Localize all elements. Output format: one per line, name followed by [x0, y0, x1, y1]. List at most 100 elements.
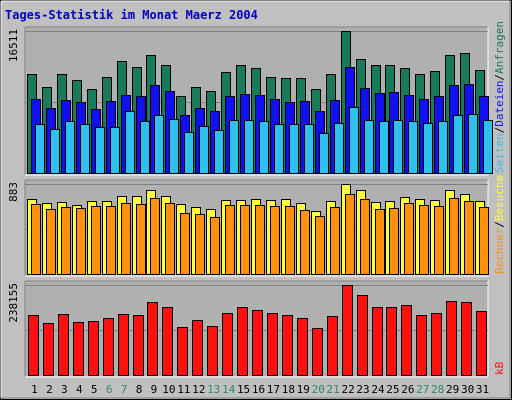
- bar-kb-day-28: [431, 313, 442, 376]
- legend-besuche: Besuche: [493, 175, 506, 221]
- bar-kb-day-29: [446, 301, 457, 376]
- bar-rechner-day-15: [240, 205, 250, 275]
- bar-kb-day-26: [401, 305, 412, 376]
- day-label-20: 20: [312, 383, 325, 396]
- day-label-15: 15: [237, 383, 250, 396]
- day-label-31: 31: [476, 383, 489, 396]
- bar-kb-day-25: [386, 307, 397, 376]
- bar-seiten-day-8: [140, 121, 150, 174]
- bar-kb-day-14: [222, 313, 233, 376]
- bar-kb-day-30: [461, 302, 472, 376]
- bar-seiten-day-12: [199, 126, 209, 174]
- bar-kb-day-1: [28, 315, 39, 376]
- bar-rechner-day-4: [76, 208, 86, 275]
- bar-seiten-day-16: [259, 121, 269, 174]
- bar-seiten-day-4: [80, 124, 90, 174]
- legend-separator: /: [493, 127, 506, 134]
- day-label-17: 17: [267, 383, 280, 396]
- bar-rechner-day-9: [150, 198, 160, 275]
- bar-rechner-day-3: [61, 207, 71, 275]
- bar-seiten-day-7: [125, 111, 135, 174]
- day-label-8: 8: [136, 383, 143, 396]
- day-label-21: 21: [327, 383, 340, 396]
- bar-seiten-day-11: [184, 132, 194, 174]
- bar-rechner-day-30: [464, 201, 474, 275]
- bar-seiten-day-26: [408, 121, 418, 174]
- day-labels: 1 2 3 4 5 6 7 8 9 10 11 12 13 14 15 16 17 18 19 20 21 22 23 24 2…: [31, 383, 489, 396]
- bar-seiten-day-14: [229, 120, 239, 174]
- day-label-13: 13: [207, 383, 220, 396]
- bar-rechner-day-25: [389, 208, 399, 275]
- bar-seiten-day-1: [35, 124, 45, 174]
- bar-seiten-day-19: [304, 124, 314, 174]
- bar-seiten-day-31: [483, 120, 493, 174]
- chart-panels: 16511Seiten/Dateien/Anfragen883Rechner/B…: [7, 21, 506, 378]
- bar-kb-day-16: [252, 310, 263, 376]
- bar-seiten-day-28: [438, 121, 448, 174]
- bar-seiten-day-6: [110, 127, 120, 174]
- bar-rechner-day-28: [434, 206, 444, 275]
- bar-kb-day-10: [162, 307, 173, 376]
- day-label-9: 9: [151, 383, 158, 396]
- bar-kb-day-18: [282, 315, 293, 376]
- day-label-4: 4: [76, 383, 83, 396]
- bar-seiten-day-23: [364, 120, 374, 174]
- y-max-label-hits: 16511: [7, 29, 20, 62]
- day-label-19: 19: [297, 383, 310, 396]
- legend-rechner: Rechner: [493, 227, 506, 274]
- day-label-26: 26: [401, 383, 414, 396]
- bar-seiten-day-17: [274, 124, 284, 174]
- bar-seiten-day-3: [65, 121, 75, 174]
- bar-rechner-day-21: [330, 207, 340, 275]
- y-max-label-visits: 883: [7, 182, 20, 202]
- day-label-6: 6: [106, 383, 113, 396]
- bar-seiten-day-21: [334, 123, 344, 174]
- bar-seiten-day-5: [95, 127, 105, 174]
- bar-seiten-day-15: [244, 120, 254, 174]
- day-label-12: 12: [192, 383, 205, 396]
- legend-seiten: Seiten: [493, 133, 506, 173]
- bar-rechner-day-14: [225, 205, 235, 275]
- day-label-1: 1: [31, 383, 38, 396]
- day-label-5: 5: [91, 383, 98, 396]
- legend-anfragen: Anfragen: [493, 21, 506, 74]
- day-label-14: 14: [222, 383, 236, 396]
- bar-kb-day-17: [267, 313, 278, 376]
- bar-kb-day-7: [118, 314, 129, 376]
- bar-rechner-day-19: [300, 210, 310, 275]
- bar-kb-day-3: [58, 314, 69, 376]
- bar-seiten-day-30: [468, 114, 478, 174]
- bar-rechner-day-20: [315, 216, 325, 275]
- legend-dateien: Dateien: [493, 80, 506, 126]
- day-label-18: 18: [282, 383, 295, 396]
- legend-separator: /: [493, 221, 506, 228]
- bar-rechner-day-16: [255, 205, 265, 275]
- day-label-27: 27: [416, 383, 429, 396]
- day-label-16: 16: [252, 383, 265, 396]
- panel-visits: 883 Rechner/Besuche: [7, 175, 506, 277]
- day-label-11: 11: [177, 383, 190, 396]
- panel-kb: 238155 kB: [7, 280, 506, 378]
- bar-rechner-day-24: [375, 209, 385, 275]
- bar-kb-day-6: [103, 318, 114, 376]
- bar-seiten-day-10: [169, 119, 179, 174]
- bar-rechner-day-27: [419, 205, 429, 275]
- bar-rechner-day-12: [195, 214, 205, 275]
- bar-kb-day-20: [312, 328, 323, 376]
- day-label-25: 25: [386, 383, 399, 396]
- bar-kb-day-22: [342, 285, 353, 376]
- bar-kb-day-5: [88, 321, 99, 376]
- bar-rechner-day-6: [106, 206, 116, 275]
- bar-rechner-day-13: [210, 217, 220, 275]
- bar-rechner-day-2: [46, 209, 56, 275]
- bar-kb-day-4: [73, 322, 84, 376]
- bar-seiten-day-13: [214, 130, 224, 174]
- day-label-7: 7: [121, 383, 128, 396]
- bar-kb-day-2: [43, 323, 54, 376]
- bar-rechner-day-31: [479, 207, 489, 275]
- day-label-10: 10: [162, 383, 175, 396]
- bar-seiten-day-22: [349, 107, 359, 174]
- bar-rechner-day-29: [449, 198, 459, 275]
- day-label-2: 2: [46, 383, 53, 396]
